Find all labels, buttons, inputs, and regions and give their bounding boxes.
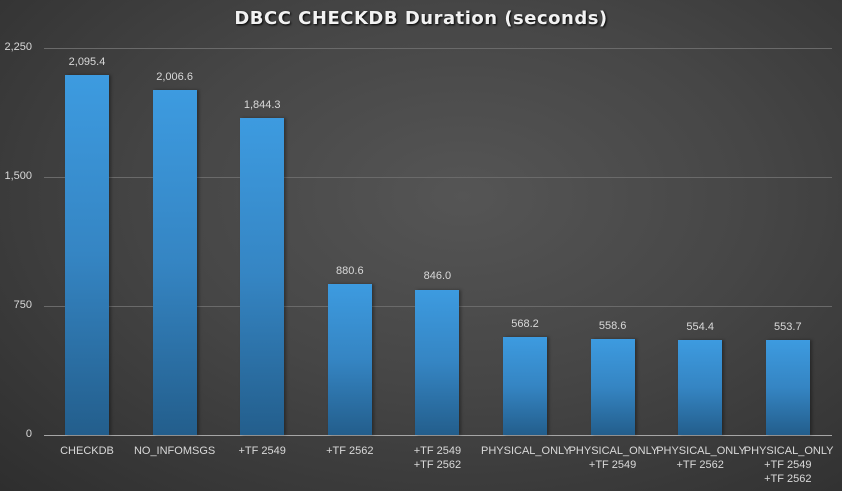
data-label: 554.4 <box>686 320 714 333</box>
x-tick-label: +TF 2562 <box>326 445 374 457</box>
bar <box>240 117 285 435</box>
data-label: 568.2 <box>511 318 539 331</box>
x-tick-label: PHYSICAL_ONLY +TF 2549 +TF 2562 <box>743 445 834 485</box>
bar <box>503 337 547 435</box>
data-label: 2,006.6 <box>156 70 193 83</box>
plot-area: 2,095.4 2,006.6 1,844.3 880.6 846.0 568.2 558.… <box>44 48 832 436</box>
bar <box>678 339 723 435</box>
data-label: 558.6 <box>598 319 627 332</box>
x-tick-label: CHECKDB <box>60 445 114 457</box>
x-tick-label: PHYSICAL_ONLY +TF 2549 <box>568 445 659 471</box>
bar <box>415 289 460 435</box>
bar <box>65 74 109 435</box>
x-tick-label: PHYSICAL_ONLY +TF 2562 <box>656 445 746 471</box>
x-tick-label: +TF 2549 <box>238 445 286 457</box>
data-label: 1,844.3 <box>243 98 281 111</box>
data-label: 553.7 <box>774 320 802 333</box>
data-label: 846.0 <box>423 270 452 283</box>
gridline <box>44 48 832 49</box>
y-tick-label: 0 <box>25 428 32 440</box>
x-axis-line <box>44 435 832 436</box>
bar <box>152 89 197 435</box>
chart-title: DBCC CHECKDB Duration (seconds) <box>234 8 608 29</box>
y-tick-label: 1,500 <box>4 170 32 182</box>
bar <box>327 283 372 435</box>
data-label: 880.6 <box>336 264 364 277</box>
gridline <box>44 177 832 178</box>
x-tick-label: +TF 2549 +TF 2562 <box>413 445 462 471</box>
x-tick-label: PHYSICAL_ONLY <box>481 445 571 457</box>
y-tick-label: 750 <box>13 299 32 311</box>
x-tick-label: NO_INFOMSGS <box>133 445 216 457</box>
bar <box>590 338 635 435</box>
y-tick-label: 2,250 <box>4 41 32 53</box>
bar <box>765 339 810 435</box>
data-label: 2,095.4 <box>68 55 106 68</box>
